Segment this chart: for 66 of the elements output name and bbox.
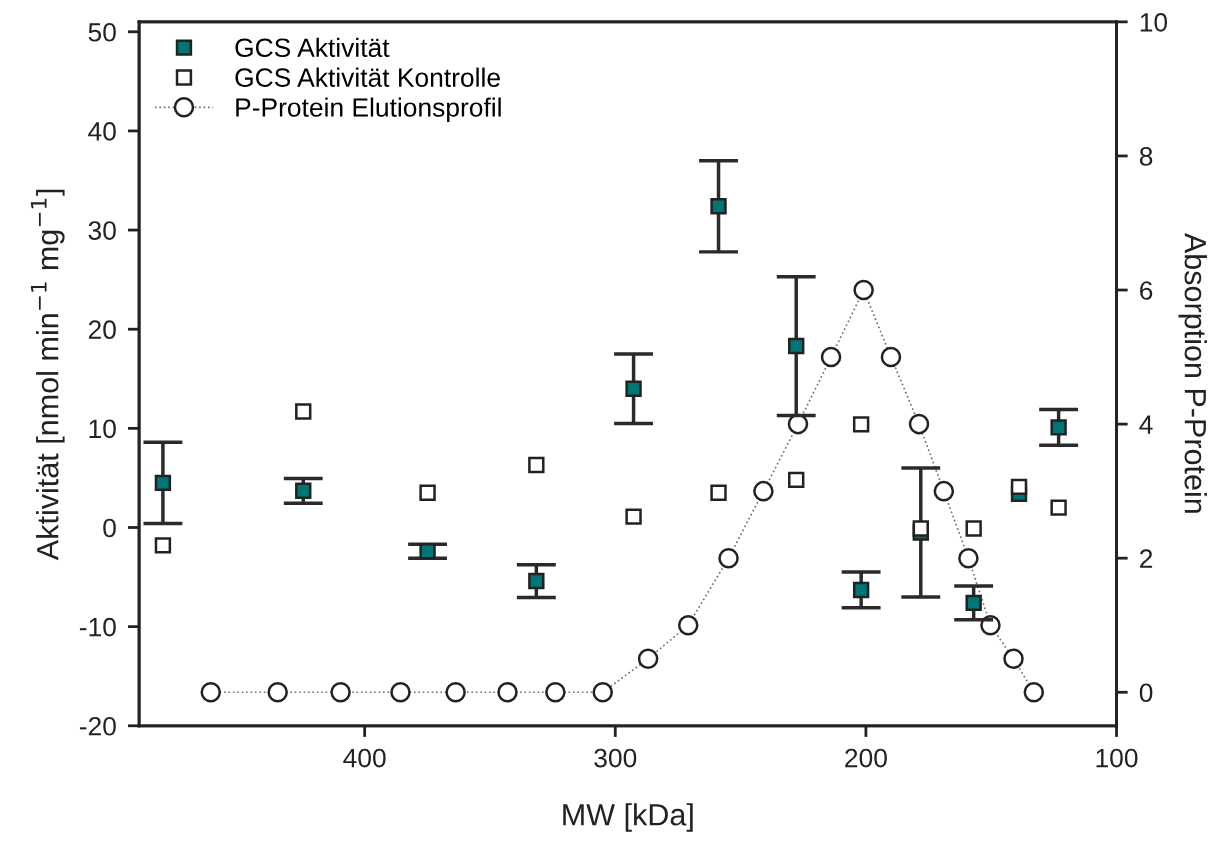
point: [1050, 419, 1067, 436]
point: [965, 520, 982, 537]
point: [1010, 478, 1028, 496]
point: [852, 581, 870, 599]
point: [390, 681, 411, 703]
point: [853, 279, 874, 301]
point: [1023, 681, 1045, 703]
point: [965, 594, 982, 612]
y2-tick-label: 2: [1140, 549, 1153, 568]
point: [710, 484, 727, 501]
point: [528, 572, 545, 590]
point: [419, 543, 436, 560]
point: [545, 681, 566, 703]
point: [625, 508, 642, 525]
point: [677, 614, 699, 636]
legend-label: P-Protein Elutionsprofil: [236, 97, 501, 123]
x-axis-title: MW [kDa]: [563, 803, 693, 832]
y-axis-title: Aktivität [nmol min$^{−1}$ mg$^{−1}$]: [30, 189, 65, 561]
y2-tick-label: 8: [1139, 147, 1153, 166]
x-tick-label: 100: [1096, 748, 1138, 768]
point: [912, 520, 929, 537]
point: [419, 484, 436, 501]
y2-axis-title: Absorption P-Protein: [1178, 232, 1207, 513]
y-tick-label: 50: [88, 22, 116, 42]
point: [445, 681, 466, 703]
y-tick-label: 20: [88, 320, 116, 340]
point: [820, 346, 842, 368]
legend-label: GCS Aktivität Kontrolle: [235, 67, 500, 87]
point: [753, 480, 774, 502]
point: [200, 681, 222, 703]
y-tick-label: 30: [88, 221, 116, 240]
y2-tick-label: 10: [1140, 13, 1168, 32]
y-tick-label: 40: [88, 122, 116, 141]
point: [295, 482, 312, 500]
point: [592, 681, 614, 703]
legend-label: GCS Aktivität: [235, 37, 390, 58]
y2-tick-label: 6: [1140, 281, 1153, 300]
point: [1003, 648, 1024, 670]
point: [295, 403, 312, 420]
point: [788, 471, 805, 489]
point: [625, 380, 642, 397]
point: [958, 547, 979, 569]
point: [154, 537, 172, 554]
point: [154, 474, 172, 492]
y2-tick-label: 0: [1139, 683, 1153, 703]
point: [933, 480, 955, 502]
x-tick-label: 400: [343, 748, 386, 768]
point: [267, 681, 288, 703]
point: [637, 648, 659, 670]
point: [718, 547, 739, 569]
x-tick-label: 300: [594, 748, 637, 768]
point: [710, 198, 727, 215]
y2-tick-label: 4: [1139, 415, 1153, 434]
point: [788, 337, 805, 355]
x-tick-label: 200: [845, 748, 887, 768]
point: [497, 681, 518, 703]
y-tick-label: 10: [89, 419, 116, 439]
y-tick-label: 0: [103, 518, 116, 538]
point: [880, 346, 902, 368]
point: [908, 413, 930, 435]
y-tick-label: -20: [79, 716, 116, 736]
point: [330, 681, 351, 703]
point: [852, 416, 870, 433]
point: [1050, 499, 1067, 516]
y-tick-label: -10: [79, 617, 116, 637]
point: [528, 456, 545, 474]
